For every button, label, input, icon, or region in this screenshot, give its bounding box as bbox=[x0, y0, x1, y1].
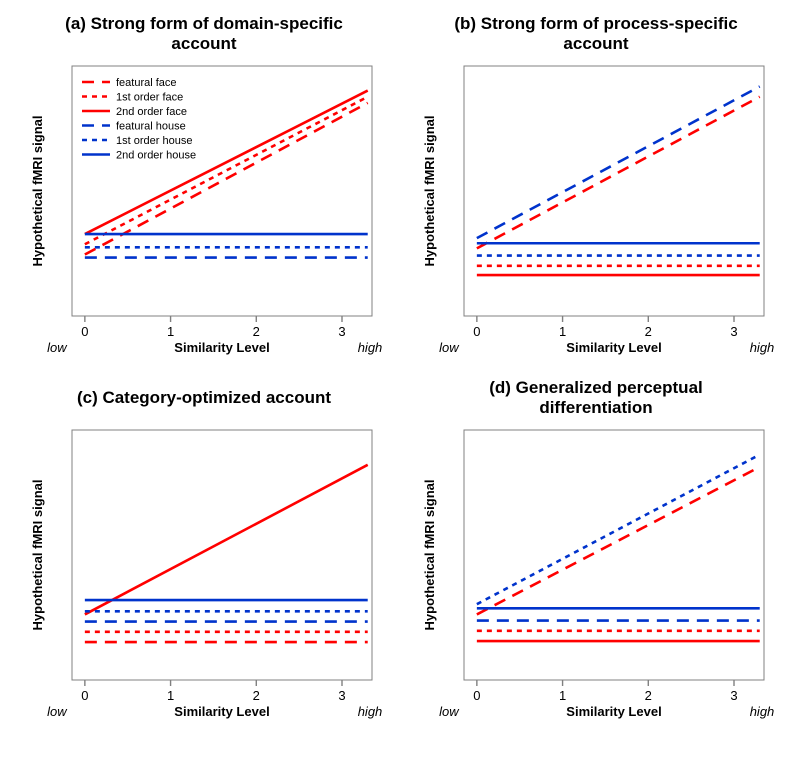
legend-label: 1st order house bbox=[116, 135, 192, 147]
legend-label: featural house bbox=[116, 121, 186, 133]
xtick-label: 2 bbox=[253, 324, 260, 339]
xtick-label: 2 bbox=[253, 688, 260, 703]
x-high-label: high bbox=[750, 704, 775, 719]
panels-grid: (a) Strong form of domain-specific accou… bbox=[12, 12, 788, 732]
x-low-label: low bbox=[47, 704, 68, 719]
xtick-label: 1 bbox=[559, 324, 566, 339]
x-axis-label: Similarity Level bbox=[566, 340, 661, 355]
legend-label: 1st order face bbox=[116, 92, 183, 104]
x-high-label: high bbox=[358, 340, 383, 355]
chart-svg-a: 0 1 2 3 low high Similarity Level Hypothetical … bbox=[24, 58, 384, 368]
y-axis-label: Hypothetical fMRI signal bbox=[422, 116, 437, 267]
chart-svg-b: 0 1 2 3 low high Similarity Level Hypothetical … bbox=[416, 58, 776, 368]
xtick-label: 1 bbox=[559, 688, 566, 703]
x-low-label: low bbox=[439, 704, 460, 719]
xtick-label: 1 bbox=[167, 688, 174, 703]
panel-title-a: (a) Strong form of domain-specific accou… bbox=[65, 12, 343, 56]
chart-wrap-c: 0 1 2 3 low high Similarity Level Hypothetical … bbox=[24, 422, 384, 732]
xtick-label: 0 bbox=[473, 324, 480, 339]
xtick-label: 2 bbox=[645, 688, 652, 703]
xtick-label: 0 bbox=[81, 688, 88, 703]
y-axis-label: Hypothetical fMRI signal bbox=[30, 116, 45, 267]
chart-wrap-d: 0 1 2 3 low high Similarity Level Hypothetical … bbox=[416, 422, 776, 732]
y-axis-label: Hypothetical fMRI signal bbox=[422, 480, 437, 631]
xtick-label: 0 bbox=[473, 688, 480, 703]
x-axis-label: Similarity Level bbox=[566, 704, 661, 719]
chart-panel-b: (b) Strong form of process-specific acco… bbox=[404, 12, 788, 368]
panel-title-c: (c) Category-optimized account bbox=[77, 376, 331, 420]
xtick-label: 3 bbox=[730, 688, 737, 703]
xtick-label: 1 bbox=[167, 324, 174, 339]
xtick-label: 3 bbox=[338, 688, 345, 703]
chart-svg-c: 0 1 2 3 low high Similarity Level Hypothetical … bbox=[24, 422, 384, 732]
panel-title-d: (d) Generalized perceptual differentiati… bbox=[489, 376, 703, 420]
chart-wrap-b: 0 1 2 3 low high Similarity Level Hypothetical … bbox=[416, 58, 776, 368]
xtick-label: 2 bbox=[645, 324, 652, 339]
x-high-label: high bbox=[750, 340, 775, 355]
x-high-label: high bbox=[358, 704, 383, 719]
legend-label: 2nd order house bbox=[116, 150, 196, 162]
xtick-label: 3 bbox=[730, 324, 737, 339]
panel-title-b: (b) Strong form of process-specific acco… bbox=[454, 12, 737, 56]
chart-panel-a: (a) Strong form of domain-specific accou… bbox=[12, 12, 396, 368]
chart-svg-d: 0 1 2 3 low high Similarity Level Hypothetical … bbox=[416, 422, 776, 732]
y-axis-label: Hypothetical fMRI signal bbox=[30, 480, 45, 631]
chart-panel-c: (c) Category-optimized account 0 1 2 3 low hig… bbox=[12, 376, 396, 732]
chart-wrap-a: 0 1 2 3 low high Similarity Level Hypothetical … bbox=[24, 58, 384, 368]
legend-label: featural face bbox=[116, 77, 177, 89]
x-axis-label: Similarity Level bbox=[174, 704, 269, 719]
x-low-label: low bbox=[439, 340, 460, 355]
legend-label: 2nd order face bbox=[116, 106, 187, 118]
chart-panel-d: (d) Generalized perceptual differentiati… bbox=[404, 376, 788, 732]
xtick-label: 3 bbox=[338, 324, 345, 339]
x-axis-label: Similarity Level bbox=[174, 340, 269, 355]
x-low-label: low bbox=[47, 340, 68, 355]
xtick-label: 0 bbox=[81, 324, 88, 339]
